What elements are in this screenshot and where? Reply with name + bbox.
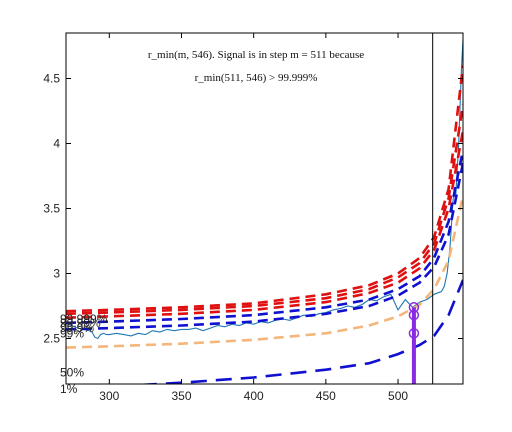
x-tick-label: 350 [171, 389, 191, 403]
x-tick-label: 450 [316, 389, 336, 403]
percentile-labels: 99.999%99.99%99.9%99% 50% 1% [60, 312, 108, 396]
series-layer [66, 39, 463, 384]
series-line-6 [66, 104, 463, 316]
y-tick-label: 3.5 [43, 202, 60, 216]
percentile-label: 99.999% [60, 312, 108, 326]
y-tick-label: 3 [53, 267, 60, 281]
series-line-1 [133, 279, 463, 384]
series-line-2 [66, 195, 463, 349]
signal-marker-point-2 [408, 328, 420, 339]
series-line-5 [66, 130, 463, 319]
signal-marker-point-1 [408, 309, 420, 321]
y-axis: 2.5 3 3.5 4 4.5 [43, 72, 463, 346]
percentile-label: 99.9% [60, 321, 94, 335]
series-line-7 [66, 65, 463, 313]
percentile-label: 1% [60, 382, 78, 396]
plot-background [66, 33, 463, 384]
x-tick-label: 300 [99, 389, 119, 403]
marker-layer [408, 302, 420, 384]
percentile-label: 99% [60, 326, 84, 340]
percentile-label: 50% [60, 365, 84, 379]
x-tick-label: 500 [388, 389, 408, 403]
percentile-label: 99.99% [60, 316, 101, 330]
series-line-4 [66, 149, 463, 325]
x-axis: 300 350 400 450 500 [99, 33, 408, 403]
y-tick-label: 4.5 [43, 72, 60, 86]
series-line-3 [66, 162, 463, 331]
annotation-line-2: r_min(511, 546) > 99.999% [195, 72, 318, 84]
x-tick-label: 400 [244, 389, 264, 403]
y-tick-label: 4 [53, 137, 60, 151]
signal-marker-point-0 [408, 302, 420, 313]
annotation-line-1: r_min(m, 546). Signal is in step m = 511… [148, 49, 364, 61]
y-tick-label: 2.5 [43, 332, 60, 346]
